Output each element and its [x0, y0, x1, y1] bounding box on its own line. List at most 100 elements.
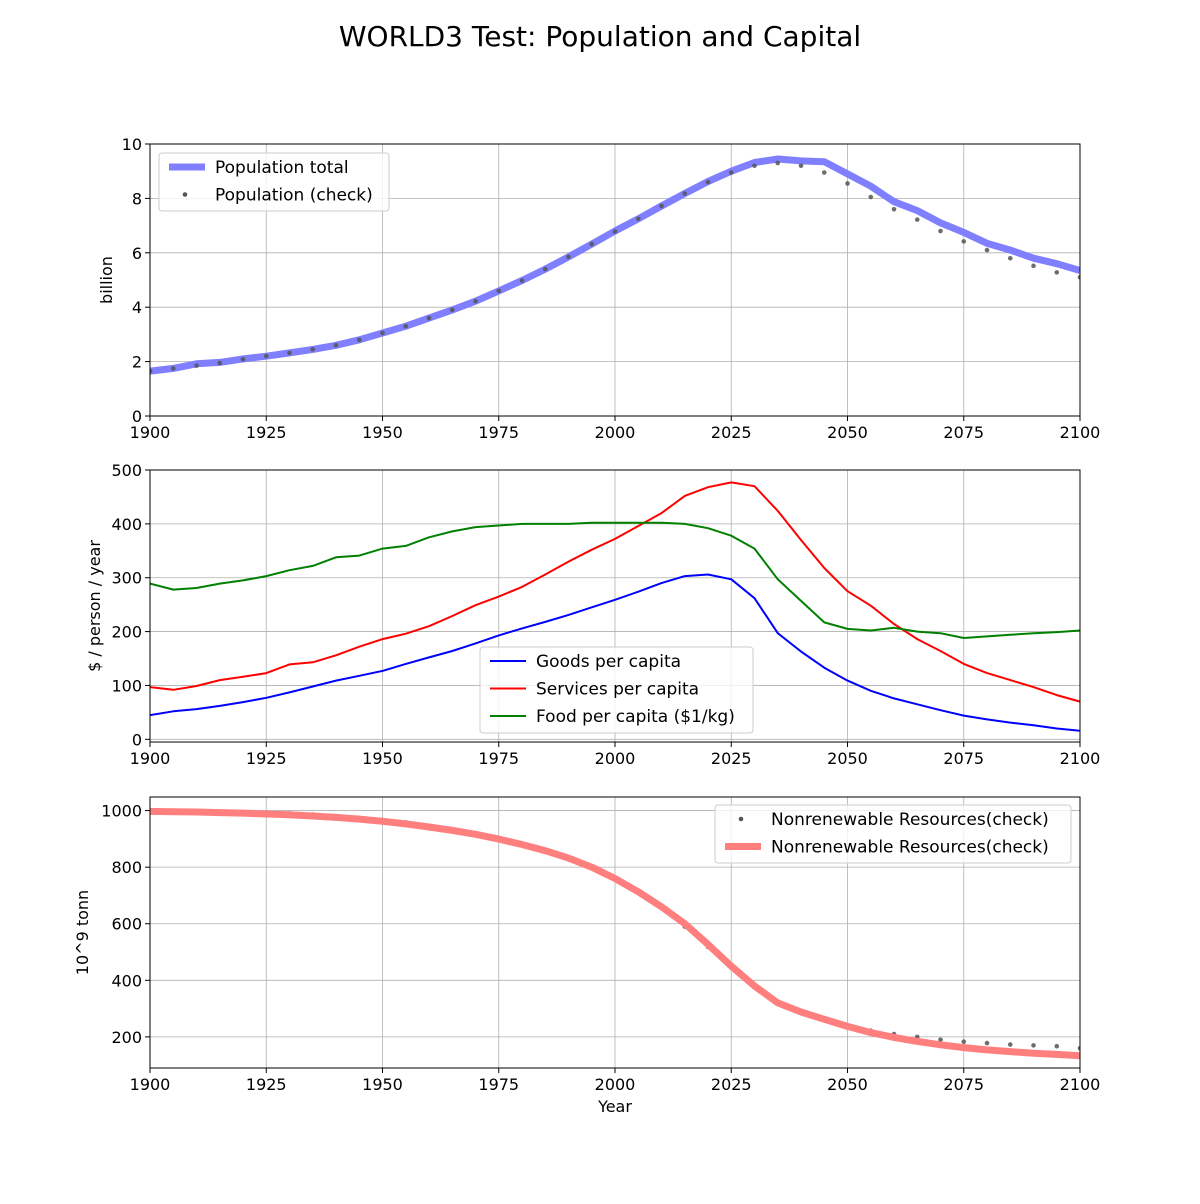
y-tick-label: 200 [111, 623, 142, 642]
population-check-point [845, 181, 850, 186]
services-per-capita-line [150, 481, 1080, 703]
plot-area [150, 807, 1080, 1060]
population-check-point [403, 323, 409, 329]
population-check-point [240, 357, 246, 362]
population-check-point [496, 288, 502, 294]
y-axis-label: billion [97, 256, 116, 304]
y-tick-label: 8 [132, 189, 142, 208]
population-check-point [961, 239, 967, 244]
y-tick-label: 800 [111, 858, 142, 877]
x-tick-label: 1950 [362, 1075, 403, 1094]
x-tick-label: 1900 [130, 1075, 171, 1094]
legend-box [714, 804, 1072, 864]
x-tick-label: 2100 [1060, 423, 1101, 442]
x-axis-label: Year [597, 1097, 632, 1116]
nonrenewable-resources-check-line [150, 807, 1080, 1060]
legend: Goods per capita Services per capita Food … [479, 646, 754, 734]
x-tick-label: 2050 [827, 1075, 868, 1094]
population-panel: 1900 1925 1950 1975 2000 2025 2050 2075 2100 0 2 4 6… [97, 135, 1100, 442]
y-tick-label: 600 [111, 915, 142, 934]
legend-label: Nonrenewable Resources(check) [771, 810, 1049, 830]
legend-label: Goods per capita [536, 652, 681, 672]
legend: Population total Population (check) [158, 152, 390, 212]
population-check-point [542, 266, 548, 272]
legend-label: Population (check) [215, 186, 373, 206]
y-tick-label: 100 [111, 676, 142, 695]
population-check-point [566, 254, 571, 260]
y-tick-label: 2 [132, 353, 142, 372]
x-tick-label: 2025 [711, 1075, 752, 1094]
x-tick-label: 2050 [827, 423, 868, 442]
y-tick-label: 400 [111, 515, 142, 534]
legend-handle-dot [738, 816, 744, 822]
legend-label: Nonrenewable Resources(check) [771, 838, 1049, 858]
y-tick-label: 200 [111, 1028, 142, 1047]
x-tick-label: 2075 [943, 423, 984, 442]
legend-label: Services per capita [536, 680, 699, 700]
population-check-point [473, 298, 478, 304]
x-tick-label: 1950 [362, 749, 403, 768]
x-tick-label: 2100 [1060, 1075, 1101, 1094]
nonrenewable-resources-check-point [938, 1037, 943, 1043]
population-check-point [775, 160, 781, 166]
population-check-point [728, 170, 734, 175]
x-tick-label: 2050 [827, 749, 868, 768]
figure-title: WORLD3 Test: Population and Capital [339, 20, 861, 53]
population-check-point [984, 247, 990, 253]
population-check-point [914, 217, 920, 222]
population-check-point [194, 363, 199, 368]
population-check-point [449, 307, 455, 313]
population-check-point [170, 366, 176, 371]
x-tick-label: 2100 [1060, 749, 1101, 768]
food-per-capita-1-kg-line [150, 521, 1080, 639]
population-check-point [1077, 274, 1080, 280]
y-tick-label: 400 [111, 971, 142, 990]
legend-box [479, 646, 754, 734]
x-tick-label: 2025 [711, 749, 752, 768]
population-check-point [752, 163, 757, 169]
population-check-point [217, 360, 223, 366]
population-check-point [310, 347, 316, 352]
x-tick-label: 1925 [246, 749, 287, 768]
y-axis-label: $ / person / year [85, 540, 104, 672]
population-check-point [938, 228, 943, 234]
x-tick-label: 1900 [130, 423, 171, 442]
population-check-point [333, 342, 339, 348]
goods-per-capita-line [150, 573, 1080, 732]
x-tick-label: 1975 [478, 1075, 519, 1094]
legend-label: Population total [215, 158, 349, 178]
population-check-point [263, 353, 269, 359]
y-tick-label: 10 [122, 135, 142, 154]
y-tick-label: 4 [132, 298, 142, 317]
x-tick-label: 2025 [711, 423, 752, 442]
population-check-point [589, 241, 595, 247]
population-check-point [287, 350, 292, 356]
x-tick-label: 2000 [595, 1075, 636, 1094]
x-tick-label: 1950 [362, 423, 403, 442]
y-tick-label: 300 [111, 569, 142, 588]
population-check-point [519, 278, 525, 283]
nonrenewable-resources-check-point [1007, 1042, 1013, 1047]
population-check-point [705, 179, 711, 185]
nonrenewable-resources-check-point [961, 1039, 967, 1044]
x-tick-label: 1900 [130, 749, 171, 768]
x-tick-label: 2075 [943, 1075, 984, 1094]
population-check-point [868, 194, 874, 200]
nonrenewable-resources-check-point [1031, 1043, 1036, 1048]
nonrenewable-resources-check-point [984, 1040, 990, 1046]
resources-panel: 1900 1925 1950 1975 2000 2025 2050 2075 2100 200 4… [73, 796, 1101, 1116]
population-check-point [380, 330, 385, 336]
population-check-point [798, 163, 804, 169]
y-tick-label: 0 [132, 407, 142, 426]
y-axis-label: 10^9 tonn [73, 890, 92, 975]
nonrenewable-resources-check-point [1054, 1043, 1060, 1049]
nonrenewable-resources-check-point [1077, 1045, 1080, 1051]
x-tick-label: 1925 [246, 1075, 287, 1094]
y-tick-label: 6 [132, 244, 142, 263]
population-check-point [682, 191, 688, 196]
y-tick-label: 500 [111, 461, 142, 480]
y-tick-label: 0 [132, 730, 142, 749]
legend: Nonrenewable Resources(check) Nonrenewabl… [714, 804, 1072, 864]
population-check-point [1054, 270, 1060, 275]
